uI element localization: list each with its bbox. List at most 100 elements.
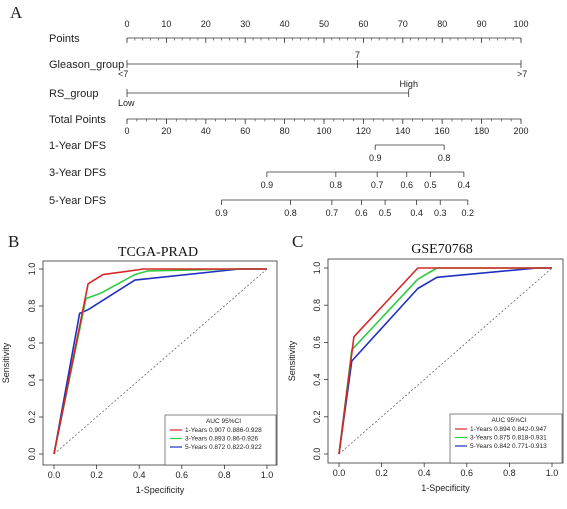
gse-y-tick-label: 0.2 xyxy=(312,411,322,424)
nomogram-row-4-label: 1-Year DFS xyxy=(49,140,106,152)
gse-x-axis-label: 1-Specificity xyxy=(421,483,470,493)
roc-title-tcga: TCGA-PRAD xyxy=(118,245,198,260)
nomogram-row-6-tick-label: 0.5 xyxy=(379,208,392,218)
tcga-y-tick-label: 0.8 xyxy=(27,300,37,313)
tcga-legend-entry-1: 3-Years 0.893 0.86-0.926 xyxy=(185,436,259,443)
tcga-x-tick-label: 0.2 xyxy=(90,470,103,480)
nomogram-row-4-tick-label: 0.9 xyxy=(369,153,382,163)
nomogram-row-6-tick-label: 0.3 xyxy=(434,208,447,218)
tcga-y-tick-label: 1.0 xyxy=(27,263,37,276)
tcga-x-tick-label: 0.6 xyxy=(176,470,189,480)
gse-x-tick-label: 0.2 xyxy=(375,468,388,478)
gse-roc-curve-0 xyxy=(338,267,552,455)
nomogram-row-3-tick-label: 140 xyxy=(395,126,410,136)
nomogram-row-4-tick-label: 0.8 xyxy=(438,153,451,163)
tcga-plot-frame xyxy=(42,260,278,466)
nomogram-row-3-tick-label: 100 xyxy=(316,126,331,136)
nomogram-row-0-tick-label: 10 xyxy=(161,19,171,29)
gse-x-tick-label: 0.8 xyxy=(503,468,516,478)
nomogram-row-6-tick-label: 0.8 xyxy=(284,208,297,218)
gse-y-tick-label: 0.4 xyxy=(312,373,322,386)
nomogram-row-3-tick-label: 60 xyxy=(240,126,250,136)
nomogram-row-0-tick-label: 80 xyxy=(437,19,447,29)
tcga-x-axis-label: 1-Specificity xyxy=(136,485,185,495)
gse-y-tick-label: 0.8 xyxy=(312,299,322,312)
nomogram-row-0-tick-label: 60 xyxy=(358,19,368,29)
nomogram-row-6-tick-label: 0.7 xyxy=(326,208,339,218)
nomogram-row-1-tick-label: >7 xyxy=(517,69,527,79)
tcga-x-tick-label: 1.0 xyxy=(261,470,274,480)
tcga-x-tick-label: 0.4 xyxy=(133,470,146,480)
gse-legend-box xyxy=(449,413,563,464)
nomogram-row-1-tick-label: <7 xyxy=(118,69,128,79)
nomogram-row-0-tick-label: 30 xyxy=(240,19,250,29)
gse-x-tick-label: 0.0 xyxy=(333,468,346,478)
tcga-y-tick-label: 0.4 xyxy=(27,374,37,387)
tcga-legend-entry-0: 1-Years 0.907 0.886-0.928 xyxy=(185,427,262,434)
gse-y-tick-label: 1.0 xyxy=(312,262,322,275)
nomogram-row-6-tick-label: 0.9 xyxy=(215,208,228,218)
nomogram-row-5-label: 3-Year DFS xyxy=(49,167,106,179)
gse-legend-entry-0: 1-Years 0.894 0.842-0.947 xyxy=(470,426,547,433)
tcga-roc-curve-0 xyxy=(53,268,267,455)
gse-y-axis-label: Sensitivity xyxy=(287,340,297,381)
tcga-y-axis-label: Sensitivity xyxy=(1,342,11,383)
nomogram-row-5-tick-label: 0.7 xyxy=(371,180,384,190)
nomogram-row-3-tick-label: 40 xyxy=(201,126,211,136)
nomogram-row-3-tick-label: 20 xyxy=(161,126,171,136)
tcga-x-tick-label: 0.8 xyxy=(218,470,231,480)
nomogram-row-0-label: Points xyxy=(49,33,80,45)
nomogram-row-3-tick-label: 80 xyxy=(280,126,290,136)
nomogram-row-6-tick-label: 0.4 xyxy=(410,208,423,218)
gse-x-tick-label: 0.4 xyxy=(418,468,431,478)
nomogram-row-5-tick-label: 0.9 xyxy=(261,180,274,190)
nomogram-row-6-label: 5-Year DFS xyxy=(49,195,106,207)
nomogram-row-5-tick-label: 0.4 xyxy=(458,180,471,190)
roc-panel-tcga: TCGA-PRAD 0.0 0.2 0.4 0.6 0.8 1.0 0.0 0.2 0.4 0.6… xyxy=(1,245,278,495)
tcga-legend-entry-2: 5-Years 0.872 0.822-0.922 xyxy=(185,444,262,451)
nomogram-row-6-tick-label: 0.6 xyxy=(355,208,368,218)
tcga-y-tick-label: 0.6 xyxy=(27,337,37,350)
tcga-y-tick-label: 0.0 xyxy=(27,448,37,461)
nomogram-row-6-tick-label: 0.2 xyxy=(462,208,475,218)
nomogram-row-0-tick-label: 40 xyxy=(280,19,290,29)
gse-legend-entry-2: 5-Years 0.842 0.771-0.913 xyxy=(470,443,547,450)
gse-diagonal-reference xyxy=(338,267,553,455)
tcga-legend-box xyxy=(164,414,277,466)
roc-panel-gse: GSE70768 0.0 0.2 0.4 0.6 0.8 1.0 0.0 0.2 0.4 0.6 0… xyxy=(287,242,564,493)
nomogram-row-3-tick-label: 0 xyxy=(124,126,129,136)
nomogram-row-1-tick-label: 7 xyxy=(355,50,360,60)
nomogram-row-1-label: Gleason_group xyxy=(49,59,124,71)
nomogram-row-2-tick-label: Low xyxy=(118,98,135,108)
nomogram-row-0-tick-label: 70 xyxy=(398,19,408,29)
panel-letter-c: C xyxy=(292,232,303,251)
nomogram-row-3-tick-label: 200 xyxy=(513,126,528,136)
gse-y-tick-label: 0.6 xyxy=(312,336,322,349)
tcga-legend-title: AUC 95%CI xyxy=(206,418,241,425)
nomogram-row-0-tick-label: 90 xyxy=(477,19,487,29)
gse-plot-frame xyxy=(327,258,564,464)
nomogram-row-0-tick-label: 0 xyxy=(124,19,129,29)
nomogram-row-3-tick-label: 160 xyxy=(435,126,450,136)
panel-letter-b: B xyxy=(8,232,19,251)
nomogram-row-3-tick-label: 180 xyxy=(474,126,489,136)
nomogram-row-5-tick-label: 0.8 xyxy=(330,180,343,190)
nomogram-row-5-tick-label: 0.6 xyxy=(400,180,413,190)
gse-legend-entry-1: 3-Years 0.875 0.818-0.931 xyxy=(470,435,547,442)
nomogram-row-3-tick-label: 120 xyxy=(356,126,371,136)
nomogram-row-0-tick-label: 100 xyxy=(513,19,528,29)
nomogram-row-5-tick-label: 0.5 xyxy=(424,180,437,190)
nomogram-row-0-tick-label: 20 xyxy=(201,19,211,29)
panel-letter-a: A xyxy=(10,3,23,22)
roc-title-gse: GSE70768 xyxy=(411,242,472,257)
tcga-x-tick-label: 0.0 xyxy=(48,470,61,480)
nomogram-row-2-label: RS_group xyxy=(49,88,99,100)
gse-legend-title: AUC 95%CI xyxy=(491,417,526,424)
tcga-diagonal-reference xyxy=(53,268,268,455)
gse-x-tick-label: 0.6 xyxy=(461,468,474,478)
gse-y-tick-label: 0.0 xyxy=(312,448,322,461)
gse-x-tick-label: 1.0 xyxy=(546,468,559,478)
nomogram-row-0-tick-label: 50 xyxy=(319,19,329,29)
